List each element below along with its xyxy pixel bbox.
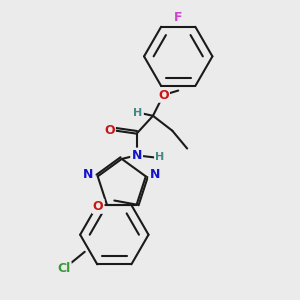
Text: H: H: [134, 108, 143, 118]
Text: N: N: [149, 168, 160, 182]
Text: N: N: [83, 168, 93, 182]
Text: Cl: Cl: [57, 262, 70, 275]
Text: O: O: [158, 88, 169, 101]
Text: O: O: [104, 124, 115, 137]
Text: O: O: [93, 200, 103, 213]
Text: H: H: [155, 152, 164, 162]
Text: N: N: [131, 149, 142, 162]
Text: F: F: [174, 11, 182, 24]
